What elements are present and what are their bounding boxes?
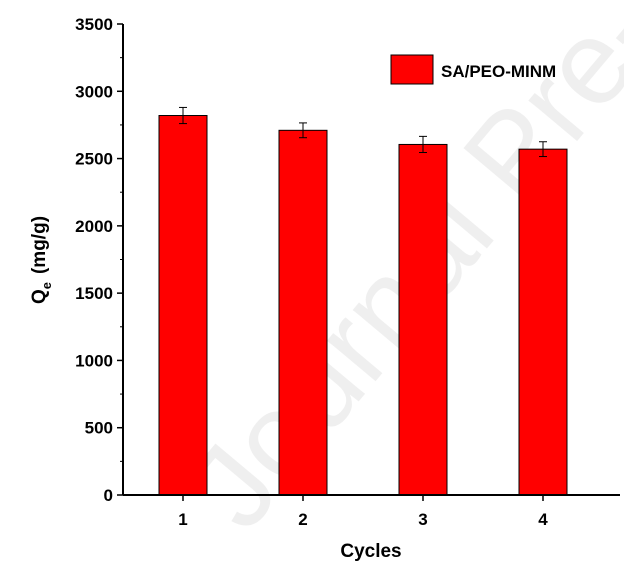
legend: SA/PEO-MINM (390, 54, 556, 85)
legend-label: SA/PEO-MINM (441, 62, 556, 81)
x-tick-label-1: 1 (178, 510, 187, 529)
x-tick-label-3: 3 (418, 510, 427, 529)
y-tick-label-3000: 3000 (75, 82, 113, 101)
y-tick-label-1000: 1000 (75, 351, 113, 370)
x-tick-label-4: 4 (538, 510, 548, 529)
y-axis-title: Qe (mg/g) (29, 216, 54, 304)
x-axis-title: Cycles (340, 541, 401, 562)
y-tick-label-3500: 3500 (75, 15, 113, 34)
y-axis-symbol: Q (29, 289, 50, 304)
y-axis-unit: (mg/g) (29, 216, 50, 274)
axes: 0 500 1000 1500 2000 2500 3000 3500 1 2 3 4 (75, 15, 620, 529)
legend-swatch (390, 54, 434, 85)
bar-cycle-3 (398, 143, 448, 496)
y-tick-label-0: 0 (104, 486, 113, 505)
y-axis-subscript: e (39, 282, 54, 289)
plot-area (158, 106, 568, 496)
y-tick-label-2000: 2000 (75, 217, 113, 236)
y-tick-label-2500: 2500 (75, 150, 113, 169)
y-tick-label-500: 500 (85, 419, 113, 438)
bar-cycle-1 (158, 115, 208, 496)
bar-cycle-4 (518, 148, 568, 496)
bar-cycle-2 (278, 129, 328, 496)
x-tick-label-2: 2 (298, 510, 307, 529)
y-tick-label-1500: 1500 (75, 284, 113, 303)
